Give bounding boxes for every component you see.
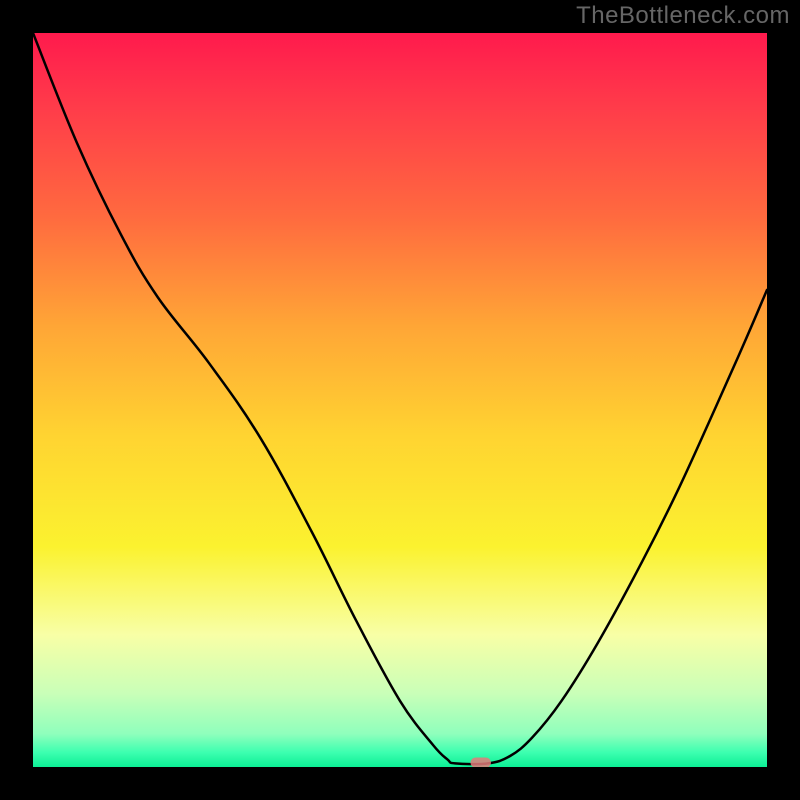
gradient-background <box>33 33 767 767</box>
plot-area <box>33 33 767 767</box>
watermark-text: TheBottleneck.com <box>576 2 790 30</box>
bottleneck-curve-chart <box>33 33 767 767</box>
optimal-marker <box>470 757 491 767</box>
chart-frame: TheBottleneck.com <box>0 0 800 800</box>
